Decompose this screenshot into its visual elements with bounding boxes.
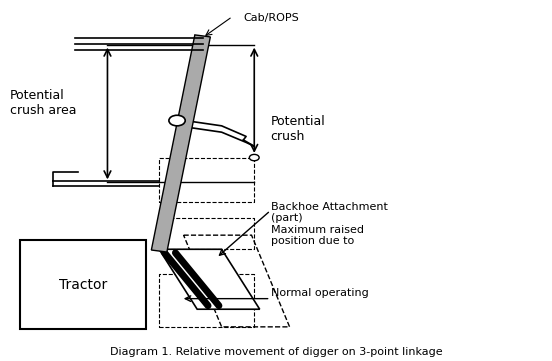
- Polygon shape: [159, 249, 259, 309]
- Text: Potential
crush: Potential crush: [270, 116, 325, 143]
- Text: Diagram 1. Relative movement of digger on 3-point linkage: Diagram 1. Relative movement of digger o…: [110, 347, 442, 357]
- Polygon shape: [151, 35, 210, 252]
- Bar: [20, 240, 146, 329]
- Text: Tractor: Tractor: [59, 278, 107, 292]
- Text: Cab/ROPS: Cab/ROPS: [243, 13, 299, 23]
- Text: Normal operating: Normal operating: [270, 288, 368, 298]
- Circle shape: [250, 155, 259, 161]
- Circle shape: [169, 115, 185, 126]
- Text: Potential
crush area: Potential crush area: [9, 89, 76, 117]
- Text: Backhoe Attachment
(part)
Maximum raised
position due to: Backhoe Attachment (part) Maximum raised…: [270, 202, 388, 247]
